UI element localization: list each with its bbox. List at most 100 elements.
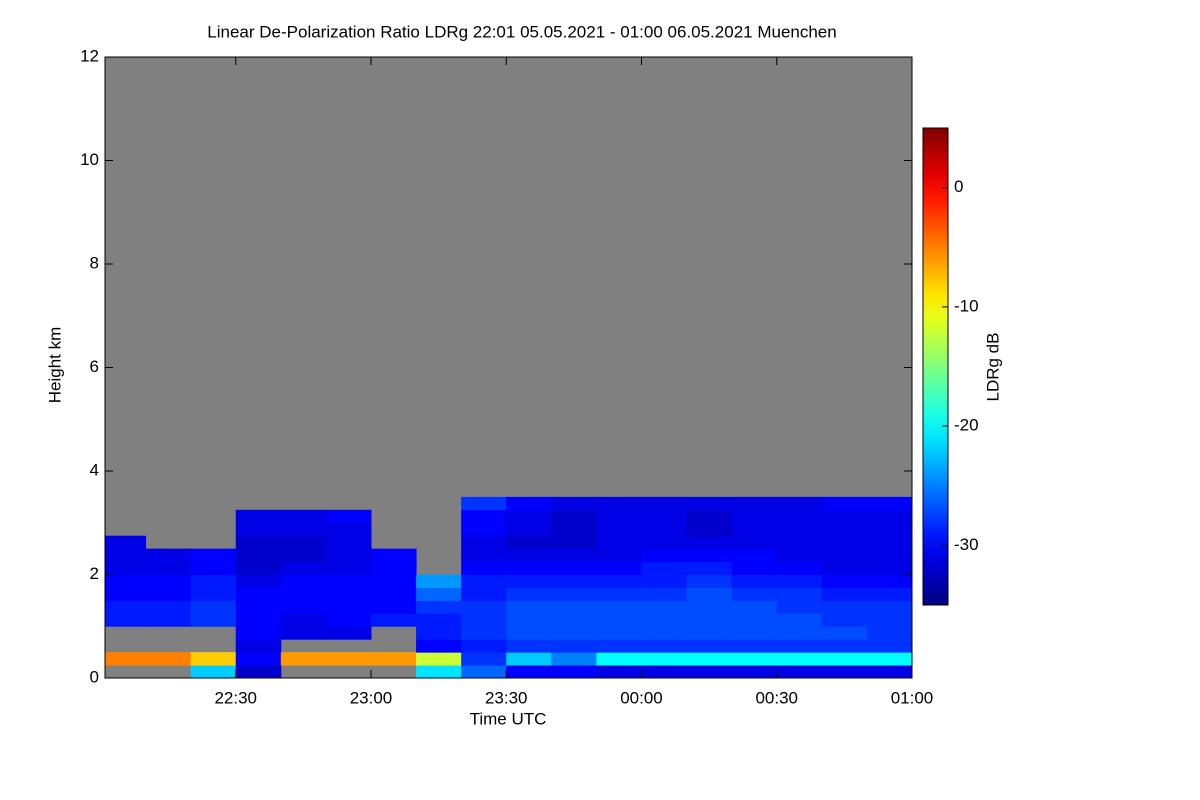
chart-title: Linear De-Polarization Ratio LDRg 22:01 … — [207, 22, 836, 41]
heatmap-cell — [821, 652, 868, 666]
heatmap-cell — [325, 522, 372, 537]
heatmap-cell — [866, 561, 913, 575]
heatmap-cell — [325, 535, 372, 550]
heatmap-cell — [235, 652, 282, 666]
heatmap-cell — [235, 548, 282, 563]
heatmap-cell — [776, 626, 823, 640]
heatmap-cell — [235, 639, 282, 653]
heatmap-cell — [280, 548, 327, 563]
heatmap-cell — [551, 639, 597, 653]
heatmap-cell — [821, 626, 868, 640]
heatmap-cell — [235, 613, 282, 627]
colorbar-label: LDRg dB — [983, 333, 1002, 402]
heatmap-cell — [731, 548, 778, 563]
heatmap-cell — [866, 626, 913, 640]
heatmap-cell — [686, 587, 733, 601]
heatmap-cell — [821, 522, 868, 537]
heatmap-cell — [821, 600, 868, 614]
heatmap-cell — [686, 561, 733, 575]
heatmap-cell — [280, 626, 327, 640]
heatmap-cell — [866, 613, 913, 627]
heatmap-cell — [641, 561, 688, 575]
heatmap-cell — [461, 652, 507, 666]
heatmap-cell — [370, 548, 417, 563]
heatmap-cell — [190, 600, 237, 614]
heatmap-cell — [866, 652, 913, 666]
heatmap-cell — [866, 639, 913, 653]
heatmap-cell — [370, 652, 417, 666]
heatmap-cell — [190, 587, 237, 601]
heatmap-cell — [596, 548, 642, 563]
heatmap-cell — [280, 600, 327, 614]
heatmap-cell — [596, 535, 642, 550]
heatmap-cell — [190, 548, 237, 563]
heatmap-cell — [506, 613, 552, 627]
heatmap-cell — [641, 522, 688, 537]
heatmap-cell — [235, 522, 282, 537]
heatmap-cell — [506, 496, 552, 511]
heatmap-cell — [280, 652, 327, 666]
heatmap-cell — [596, 613, 642, 627]
heatmap-cell — [866, 574, 913, 588]
heatmap-cell — [280, 522, 327, 537]
heatmap-cell — [370, 574, 417, 588]
heatmap-cell — [280, 613, 327, 627]
heatmap-cell — [731, 522, 778, 537]
heatmap-cell — [731, 587, 778, 601]
heatmap-cell — [731, 600, 778, 614]
heatmap-cell — [821, 613, 868, 627]
heatmap-cell — [596, 574, 642, 588]
heatmap-cell — [641, 509, 688, 524]
heatmap-cell — [776, 600, 823, 614]
heatmap-cell — [325, 561, 372, 575]
heatmap-cell — [686, 665, 733, 679]
heatmap-cell — [731, 613, 778, 627]
heatmap-cell — [821, 509, 868, 524]
heatmap-cell — [416, 665, 462, 679]
heatmap-cell — [190, 561, 237, 575]
heatmap-cell — [641, 639, 688, 653]
heatmap-cell — [370, 587, 417, 601]
heatmap-cell — [821, 535, 868, 550]
heatmap-cell — [416, 574, 462, 588]
heatmap-cell — [686, 652, 733, 666]
y-tick-label: 0 — [90, 667, 99, 686]
heatmap-cell — [686, 613, 733, 627]
heatmap-cell — [641, 496, 688, 511]
x-tick-label: 01:00 — [891, 688, 934, 707]
heatmap-cell — [866, 535, 913, 550]
heatmap-cell — [866, 665, 913, 679]
heatmap-cell — [416, 639, 462, 653]
heatmap-cell — [731, 574, 778, 588]
heatmap-cell — [776, 665, 823, 679]
x-axis-label: Time UTC — [470, 709, 547, 728]
heatmap-cell — [776, 652, 823, 666]
heatmap-cell — [416, 626, 462, 640]
heatmap-cell — [596, 561, 642, 575]
heatmap-cell — [866, 587, 913, 601]
heatmap-cell — [235, 587, 282, 601]
heatmap-cell — [190, 652, 237, 666]
heatmap-cell — [416, 652, 462, 666]
heatmap-cell — [821, 587, 868, 601]
heatmap-cell — [551, 535, 597, 550]
heatmap-cell — [416, 600, 462, 614]
heatmap-cell — [551, 561, 597, 575]
heatmap-cell — [866, 496, 913, 511]
heatmap-cell — [821, 548, 868, 563]
x-tick-label: 23:30 — [485, 688, 528, 707]
heatmap-cell — [641, 613, 688, 627]
x-tick-label: 22:30 — [214, 688, 257, 707]
heatmap-cell — [461, 587, 507, 601]
heatmap-cell — [551, 587, 597, 601]
heatmap-cell — [776, 587, 823, 601]
heatmap-cell — [235, 574, 282, 588]
heatmap-cell — [461, 535, 507, 550]
heatmap-cell — [325, 613, 372, 627]
heatmap-cell — [506, 535, 552, 550]
heatmap-cell — [596, 626, 642, 640]
heatmap-cell — [776, 613, 823, 627]
heatmap-cell — [105, 613, 147, 627]
heatmap-cell — [506, 509, 552, 524]
